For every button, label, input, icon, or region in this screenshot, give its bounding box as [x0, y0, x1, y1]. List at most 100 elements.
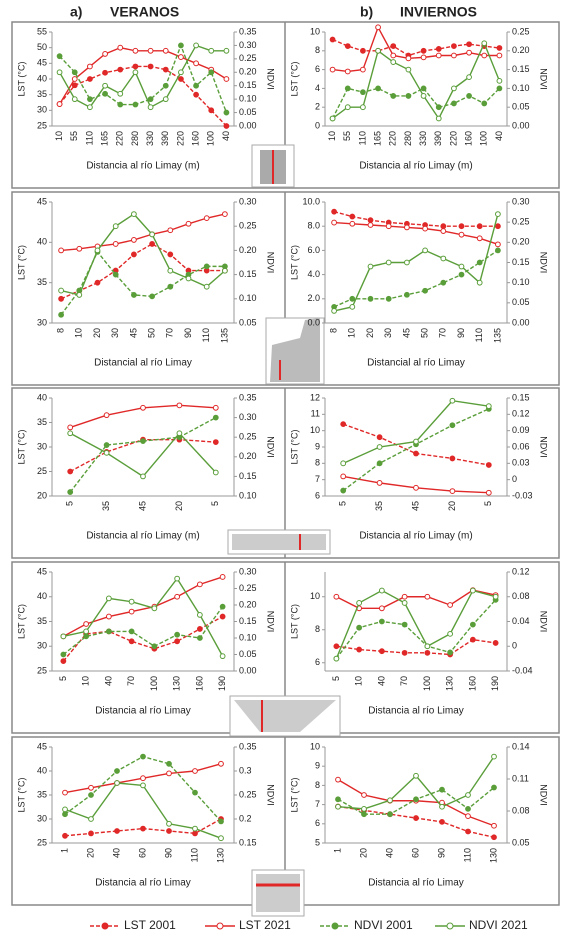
data-point [413, 450, 419, 457]
series-line [335, 589, 496, 659]
y-tick-label: 2.0 [307, 293, 320, 303]
data-point [466, 49, 472, 56]
data-point [361, 805, 367, 812]
y-tick-label: 9 [315, 761, 320, 771]
data-point [333, 593, 340, 600]
data-point [76, 292, 83, 298]
data-point [476, 259, 483, 266]
data-point [178, 76, 184, 82]
data-point [404, 224, 410, 231]
data-point [465, 828, 471, 835]
data-point [413, 796, 419, 803]
y-axis-label: LST (°C) [289, 430, 299, 465]
data-point [333, 643, 340, 650]
data-point [439, 803, 445, 810]
data-point [344, 85, 351, 92]
y2-tick-label: 0.2 [239, 813, 252, 823]
data-point [360, 89, 366, 96]
y-tick-label: 45 [37, 566, 47, 576]
x-tick-label: 40 [494, 131, 504, 141]
y-tick-label: 35 [37, 277, 47, 287]
data-point [56, 69, 63, 76]
y-axis-label: LST (°C) [16, 245, 26, 280]
data-point [167, 283, 174, 290]
y2-tick-label: -0.03 [512, 490, 533, 500]
data-point [196, 612, 203, 618]
data-point [495, 223, 501, 230]
series-line [333, 213, 499, 312]
series-line [335, 599, 497, 660]
series-line [331, 87, 500, 119]
data-point [140, 438, 146, 445]
y2-tick-label: 0.20 [239, 245, 257, 255]
data-point [131, 292, 137, 298]
x-axis-label: Distancia al río Limay (m) [86, 161, 199, 172]
x-tick-label: 220 [448, 131, 458, 146]
y2-tick-label: 0.20 [512, 45, 530, 55]
x-axis-label: Distancial al río Limay [367, 358, 465, 369]
data-point [193, 91, 199, 98]
data-point [212, 404, 219, 411]
data-point [485, 489, 492, 496]
y2-tick-label: 0.10 [239, 490, 257, 500]
x-tick-label: 100 [206, 131, 216, 146]
data-point [162, 96, 169, 103]
data-point [420, 47, 427, 54]
y2-tick-label: 0 [512, 641, 517, 651]
y-tick-label: 6 [315, 64, 320, 74]
y2-tick-label: 0.04 [512, 616, 530, 626]
series-line [342, 408, 490, 492]
y2-tick-label: 0.06 [512, 441, 530, 451]
data-point [451, 43, 457, 49]
data-point [469, 621, 476, 628]
x-tick-label: 135 [219, 328, 229, 343]
x-tick-label: 5 [483, 501, 493, 506]
x-tick-label: 90 [456, 328, 466, 338]
data-point [435, 115, 442, 122]
data-point [193, 42, 199, 49]
x-tick-label: 110 [189, 848, 199, 862]
data-point [102, 90, 108, 97]
data-point [218, 835, 224, 842]
y-tick-label: 0.0 [307, 317, 320, 327]
data-point [140, 782, 146, 789]
x-tick-label: 45 [137, 501, 147, 511]
data-point [193, 60, 199, 67]
x-tick-label: 280 [403, 131, 413, 146]
y-tick-label: 35 [37, 616, 47, 626]
y-tick-label: 6 [315, 657, 320, 667]
y2-tick-label: 0.15 [239, 269, 257, 279]
y-tick-label: 45 [37, 58, 47, 68]
data-point [71, 76, 78, 82]
data-point [458, 263, 465, 270]
y2-tick-label: 0.30 [239, 40, 257, 50]
x-tick-label: 330 [145, 131, 155, 146]
data-point [196, 581, 203, 588]
data-point [481, 40, 488, 47]
x-tick-label: 40 [103, 676, 113, 686]
series-line [63, 577, 224, 657]
y2-tick-label: 0.20 [512, 237, 530, 247]
data-point [331, 308, 338, 314]
data-point [356, 600, 363, 606]
y2-tick-label: 0.10 [239, 632, 257, 642]
legend-marker [331, 922, 339, 930]
data-point [378, 648, 385, 655]
data-point [222, 211, 228, 218]
data-point [449, 422, 456, 429]
series-line [59, 43, 228, 113]
y-tick-label: 11 [311, 409, 320, 419]
column-label: a) [70, 4, 82, 20]
y2-axis-label: NDVI [539, 68, 549, 90]
data-point [196, 635, 203, 641]
x-tick-label: 45 [128, 328, 138, 338]
y2-tick-label: 0.10 [239, 293, 257, 303]
y2-tick-label: 0.08 [512, 805, 530, 815]
data-point [424, 643, 431, 650]
x-tick-label: 30 [110, 328, 120, 338]
series-line [336, 638, 496, 656]
data-point [329, 66, 336, 73]
x-tick-label: 45 [401, 328, 411, 338]
data-point [140, 753, 146, 760]
data-point [495, 247, 501, 254]
